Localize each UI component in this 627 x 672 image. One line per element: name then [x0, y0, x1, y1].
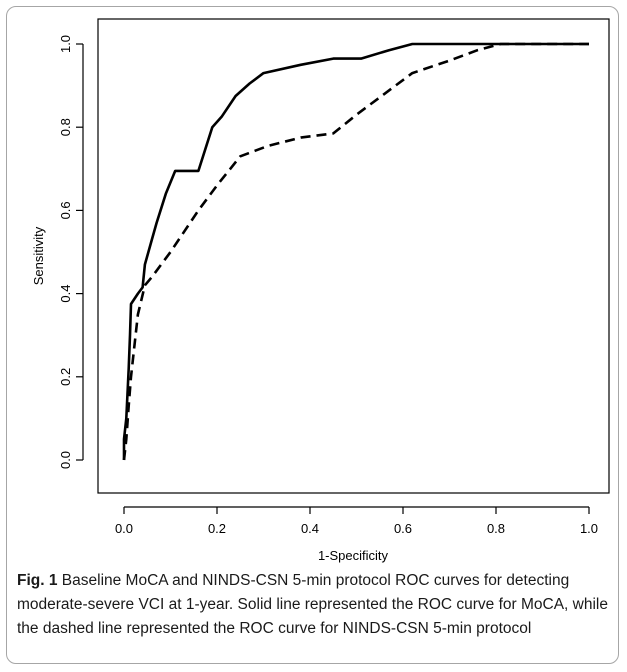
figure-caption: Fig. 1 Baseline MoCA and NINDS-CSN 5-min… [17, 569, 617, 641]
y-tick-label: 0.4 [58, 285, 73, 303]
figure-frame: 0.0 0.2 0.4 0.6 0.8 1.0 0.0 0.2 0.4 0.6 0.8 1.0 1-… [6, 6, 619, 664]
x-tick-label: 0.8 [487, 521, 505, 536]
y-tick-label: 0.2 [58, 368, 73, 386]
y-tick-label: 0.0 [58, 451, 73, 469]
y-axis: 0.0 0.2 0.4 0.6 0.8 1.0 [58, 35, 84, 469]
x-tick-label: 1.0 [580, 521, 598, 536]
series-layer [122, 42, 589, 461]
plot-box [97, 18, 610, 494]
x-tick-label: 0.4 [301, 521, 319, 536]
x-tick-label: 0.6 [394, 521, 412, 536]
y-tick-label: 0.8 [58, 118, 73, 136]
y-tick-label: 0.6 [58, 201, 73, 219]
x-tick-label: 0.2 [208, 521, 226, 536]
x-tick-label: 0.0 [115, 521, 133, 536]
y-tick-label: 1.0 [58, 35, 73, 53]
solid-roc-curve [122, 42, 589, 460]
x-axis: 0.0 0.2 0.4 0.6 0.8 1.0 [115, 506, 598, 536]
x-axis-title: 1-Specificity [318, 548, 389, 563]
y-axis-title: Sensitivity [31, 226, 46, 285]
roc-chart: 0.0 0.2 0.4 0.6 0.8 1.0 0.0 0.2 0.4 0.6 0.8 1.0 1-… [31, 18, 610, 563]
dashed-roc-curve [122, 42, 589, 461]
caption-label: Fig. 1 [17, 572, 58, 589]
caption-text: Baseline MoCA and NINDS-CSN 5-min protoc… [17, 572, 608, 637]
